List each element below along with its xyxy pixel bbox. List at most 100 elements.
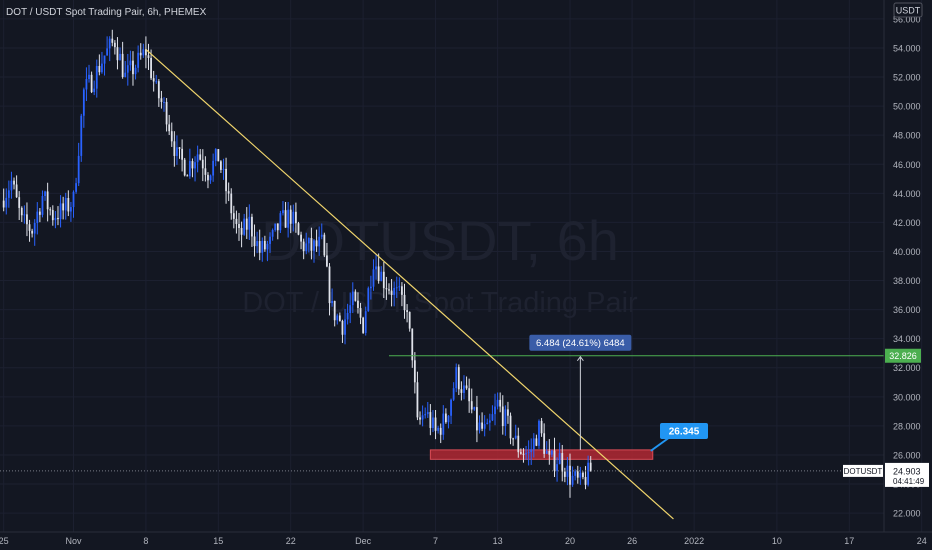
candle-body	[173, 141, 176, 156]
candle-body	[176, 147, 178, 156]
candle-body	[287, 209, 290, 228]
time-tick-label: 2022	[684, 536, 704, 546]
candle-body	[582, 472, 584, 478]
candle-body	[230, 193, 233, 214]
candle-body	[191, 161, 194, 169]
candle-body	[359, 307, 362, 318]
candle-body	[251, 216, 253, 237]
candle-body	[212, 160, 215, 176]
candle-body	[432, 417, 434, 428]
candle-body	[279, 213, 282, 231]
currency-badge[interactable]: USDT	[893, 2, 923, 18]
candle-body	[217, 149, 220, 162]
candle-body	[51, 210, 54, 221]
time-tick-label: 10	[772, 536, 782, 546]
candle-body	[478, 422, 481, 431]
candle-body	[320, 234, 323, 237]
candle-body	[483, 424, 486, 429]
candle-body	[548, 450, 551, 455]
candle-body	[294, 211, 297, 224]
candle-body	[292, 211, 295, 224]
drawings[interactable]: 6.484 (24.61%) 6484 26.345 DOTUSDT	[0, 48, 884, 520]
candle-body	[269, 236, 271, 244]
last-price-bg	[885, 462, 929, 487]
candle-body	[504, 409, 507, 427]
candle-body	[209, 175, 212, 181]
candle-body	[10, 180, 13, 191]
time-axis[interactable]: 25 Nov 8 15 22 Dec 7 13 20 26 2022 10 17 24	[0, 531, 932, 546]
candle-body	[132, 60, 134, 75]
time-tick-label: 24	[917, 536, 927, 546]
candle-body	[248, 216, 251, 230]
candle-body	[382, 271, 385, 289]
price-tick-label: 26.000	[893, 450, 921, 460]
candle-body	[530, 449, 533, 453]
candle-body	[421, 415, 424, 420]
candle-body	[54, 217, 57, 221]
price-tick-label: 54.000	[893, 43, 921, 53]
candle-body	[101, 63, 103, 73]
candle-body	[439, 427, 442, 435]
candle-body	[519, 452, 522, 454]
candle-body	[349, 305, 352, 313]
measure-label-bg	[529, 334, 632, 351]
price-tick-label: 22.000	[893, 509, 921, 519]
time-tick-label: 8	[143, 536, 148, 546]
candle-body	[434, 417, 437, 431]
candle-body	[525, 453, 527, 455]
candle-body	[119, 53, 121, 61]
candle-body	[194, 162, 196, 169]
candle-body	[576, 471, 579, 478]
candle-body	[41, 196, 44, 215]
candle-body	[103, 55, 106, 64]
candle-body	[98, 65, 101, 73]
candle-body	[5, 197, 8, 208]
candle-body	[199, 154, 202, 160]
candle-body	[501, 406, 504, 427]
candle-body	[240, 227, 243, 235]
candle-body	[124, 72, 127, 78]
candle-body	[574, 471, 577, 476]
candle-body	[315, 240, 318, 247]
candle-body	[450, 399, 452, 416]
candle-body	[468, 388, 471, 402]
candle-body	[253, 236, 256, 247]
candle-body	[2, 200, 5, 208]
candle-body	[108, 38, 111, 49]
candle-body	[318, 236, 321, 247]
candle-body	[274, 223, 277, 230]
price-axis[interactable]: 22.00024.00026.00028.00030.00032.00034.0…	[883, 0, 929, 532]
candle-body	[333, 301, 336, 321]
candle-body	[116, 47, 119, 61]
candle-body	[126, 65, 129, 73]
candle-body	[331, 301, 333, 304]
resistance-zone[interactable]	[429, 449, 654, 460]
candle-body	[486, 422, 489, 425]
candle-body	[77, 155, 80, 184]
candle-body	[328, 266, 331, 304]
candle-body	[106, 48, 109, 56]
zone-rect	[429, 449, 654, 460]
candle-body	[437, 427, 440, 431]
candle-body	[364, 311, 367, 333]
candle-body	[452, 388, 455, 400]
callout-pointer	[650, 436, 671, 452]
watermark-symbol: DOTUSDT, 6h	[261, 209, 619, 272]
watermark-description: DOT / USDT Spot Trading Pair	[242, 287, 638, 319]
candle-body	[517, 435, 520, 453]
price-tick-label: 32.000	[893, 363, 921, 373]
candle-body	[527, 452, 530, 454]
candle-body	[401, 286, 403, 295]
candle-body	[532, 438, 535, 450]
currency-label: USDT	[896, 6, 921, 16]
candle-body	[20, 207, 23, 216]
candle-body	[26, 214, 28, 225]
candle-body	[204, 168, 207, 175]
candle-body	[23, 214, 26, 216]
candle-body	[15, 184, 18, 198]
measure-arrowhead	[576, 355, 584, 362]
price-tick-label: 48.000	[893, 131, 921, 141]
candle-body	[168, 124, 171, 132]
candle-body	[111, 38, 114, 43]
